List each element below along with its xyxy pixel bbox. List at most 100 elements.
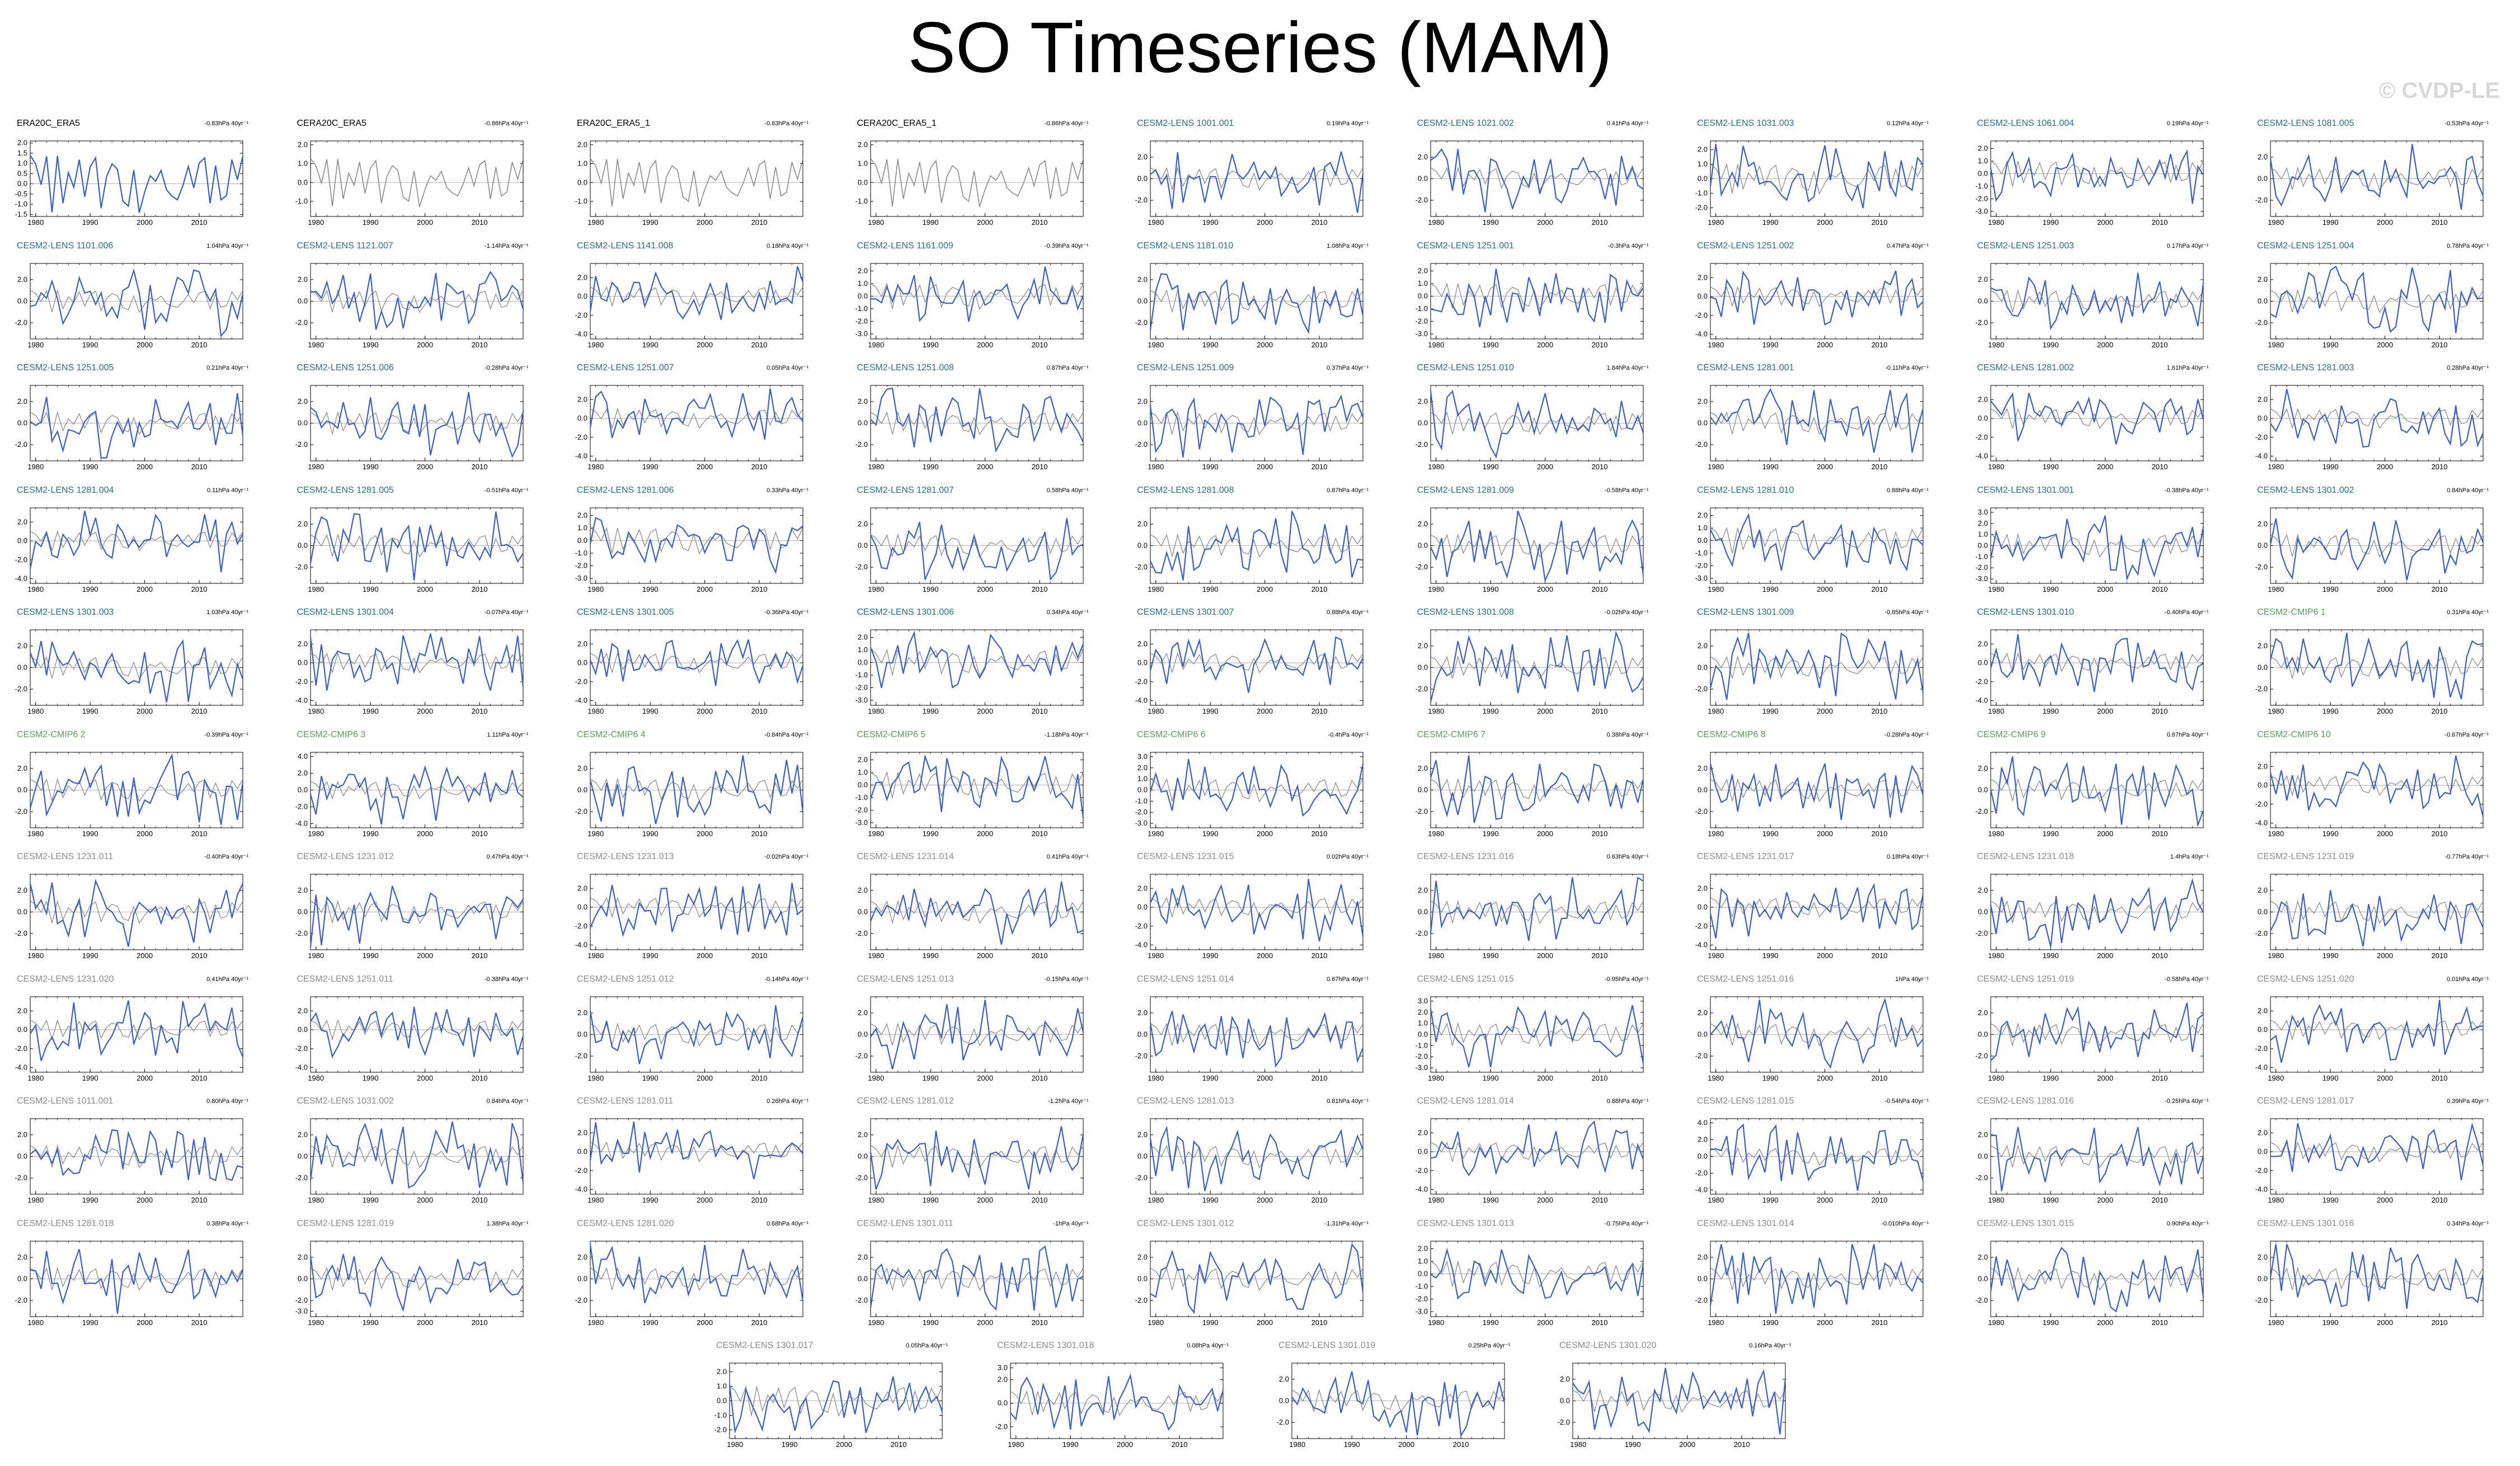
obs-series-line: [310, 289, 524, 313]
panel-plot: 1980 1990 2000 2010 2.0 0.0 -2.0 -4.0: [295, 996, 524, 1082]
y-tick-label: 2.0: [297, 275, 307, 283]
x-tick-label: 2010: [1872, 463, 1888, 471]
x-tick-label: 2010: [191, 463, 208, 471]
y-tick-label: 0.0: [577, 785, 587, 794]
x-tick-label: 2000: [2377, 829, 2393, 838]
panel-plot: 1980 1990 2000 2010 2.0 0.0 -2.0: [855, 874, 1084, 960]
y-tick-label: 1.0: [1698, 160, 1708, 168]
panel-trend-label: 1.08hPa 40yr⁻¹: [1327, 242, 1369, 249]
panel-plot: 1980 1990 2000 2010 2.0 0.0 -2.0: [15, 385, 244, 471]
x-tick-label: 2000: [417, 707, 433, 715]
panel-plot: 1980 1990 2000 2010 2.0 1.0 0.0 -1.0: [855, 140, 1084, 227]
panel-trend-label: -0.36hPa 40yr⁻¹: [764, 609, 808, 616]
panel-timeseries: CESM2-LENS 1251.014 0.67hPa 40yr⁻¹ 1980 199…: [1131, 974, 1372, 1086]
panel-timeseries: CESM2-LENS 1251.002 0.47hPa 40yr⁻¹ 1980 199…: [1691, 241, 1932, 353]
panel-plot: 1980 1990 2000 2010 2.0 0.0 -2.0: [15, 629, 244, 715]
y-tick-label: -2.0: [1975, 563, 1987, 572]
x-tick-label: 2000: [2377, 707, 2393, 715]
x-tick-label: 1990: [922, 1074, 938, 1082]
panel-plot: 1980 1990 2000 2010 2.0 0.0 -2.0 -4.0: [1975, 629, 2204, 715]
model-series-line: [1990, 149, 2204, 204]
x-tick-label: 2010: [1311, 341, 1328, 349]
x-tick-label: 2010: [1031, 829, 1047, 838]
panel-plot: 1980 1990 2000 2010 2.0 0.0 -2.0: [1135, 385, 1364, 471]
y-tick-label: -2.0: [1415, 563, 1427, 571]
x-tick-label: 2010: [1591, 585, 1607, 593]
x-tick-label: 2010: [2432, 707, 2448, 715]
x-tick-label: 2010: [2151, 218, 2168, 227]
x-tick-label: 1990: [1202, 585, 1219, 593]
x-tick-label: 2000: [1817, 341, 1833, 349]
panel-title: CESM2-LENS 1141.008: [577, 241, 674, 251]
model-series-line: [1990, 878, 2204, 947]
model-series-line: [1710, 388, 1924, 453]
x-tick-label: 1980: [587, 218, 604, 227]
y-tick-label: -0.5: [15, 190, 27, 198]
x-tick-label: 1980: [868, 341, 884, 349]
y-tick-label: 0.0: [17, 1152, 27, 1161]
x-tick-label: 2000: [697, 463, 713, 471]
y-tick-label: -4.0: [2255, 1063, 2268, 1071]
model-series-line: [1149, 272, 1364, 334]
panel-timeseries: CESM2-LENS 1281.002 1.61hPa 40yr⁻¹ 1980 199…: [1972, 363, 2212, 475]
panel-title: CESM2-LENS 1001.001: [1137, 119, 1234, 128]
panel-timeseries: CESM2-LENS 1301.001 -0.38hPa 40yr⁻¹ 1980 19…: [1972, 485, 2212, 597]
model-series-line: [309, 511, 524, 581]
x-tick-label: 1980: [27, 463, 44, 471]
panel-plot: 1980 1990 2000 2010 2.0 1.0 0.0 -1.0 -2.0 -3.0: [855, 263, 1084, 349]
x-tick-label: 1980: [1988, 707, 2004, 715]
y-tick-label: -2.0: [1695, 685, 1708, 693]
y-tick-label: -2.0: [2255, 196, 2268, 204]
y-tick-label: 0.0: [297, 178, 307, 186]
panel-trend-label: -1.14hPa 40yr⁻¹: [484, 242, 529, 249]
x-tick-label: 2000: [1257, 463, 1273, 471]
panel-timeseries: CERA20C_ERA5_1 -0.86hPa 40yr⁻¹ 1980 1990 200…: [852, 119, 1092, 230]
y-tick-label: -4.0: [575, 696, 587, 705]
x-tick-label: 1980: [2268, 707, 2284, 715]
x-tick-label: 2010: [191, 1196, 208, 1204]
y-tick-label: 1.5: [17, 149, 27, 157]
y-tick-label: 2.0: [857, 519, 867, 527]
panel-title: CESM2-LENS 1251.020: [2257, 974, 2354, 984]
x-tick-label: 2010: [1311, 1074, 1328, 1082]
y-tick-label: 0.0: [857, 658, 867, 667]
y-tick-label: -2.0: [1695, 807, 1708, 816]
y-tick-label: -2.0: [1695, 922, 1708, 930]
x-tick-label: 2000: [977, 707, 993, 715]
model-series-line: [869, 999, 1084, 1069]
model-series-line: [1430, 630, 1644, 703]
panel-timeseries: CESM2-CMIP6 3 1.11hPa 40yr⁻¹ 1980 1990 2000 2…: [292, 730, 532, 842]
panel-timeseries: CESM2-LENS 1281.006 0.33hPa 40yr⁻¹ 1980 199…: [571, 485, 812, 597]
y-tick-label: -2.0: [855, 1052, 867, 1060]
x-tick-label: 2000: [977, 951, 993, 960]
y-tick-label: -2.0: [1695, 440, 1708, 449]
x-tick-label: 1990: [362, 707, 378, 715]
x-tick-label: 1990: [642, 1074, 659, 1082]
x-tick-label: 2010: [2432, 829, 2448, 838]
x-tick-label: 1980: [1148, 951, 1164, 960]
x-tick-label: 2000: [2377, 1074, 2393, 1082]
x-tick-label: 2000: [1537, 463, 1553, 471]
x-tick-label: 1990: [2322, 707, 2339, 715]
panel-title: CESM2-LENS 1301.007: [1137, 607, 1234, 617]
y-tick-label: 2.0: [2258, 762, 2268, 770]
y-tick-label: -2.0: [1415, 1052, 1427, 1060]
panel-title: CESM2-LENS 1231.015: [1137, 852, 1234, 861]
panel-plot: 1980 1990 2000 2010 2.0 0.0 -2.0: [2255, 874, 2484, 960]
x-tick-label: 2010: [191, 585, 208, 593]
x-tick-label: 2000: [977, 585, 993, 593]
y-tick-label: -4.0: [1695, 329, 1708, 338]
panel-title: CESM2-LENS 1281.010: [1697, 485, 1794, 495]
obs-series-line: [870, 649, 1084, 677]
y-tick-label: -4.0: [1695, 941, 1708, 949]
x-tick-label: 1990: [2042, 463, 2058, 471]
x-tick-label: 1980: [587, 1074, 604, 1082]
model-series-line: [589, 1005, 804, 1064]
x-tick-label: 2010: [1311, 951, 1328, 960]
y-tick-label: 2.0: [297, 397, 307, 406]
y-tick-label: 0.0: [2258, 908, 2268, 916]
y-tick-label: -2.0: [15, 1173, 27, 1182]
y-tick-label: 2.0: [2258, 886, 2268, 894]
x-tick-label: 2000: [137, 463, 153, 471]
x-tick-label: 1980: [1148, 829, 1164, 838]
